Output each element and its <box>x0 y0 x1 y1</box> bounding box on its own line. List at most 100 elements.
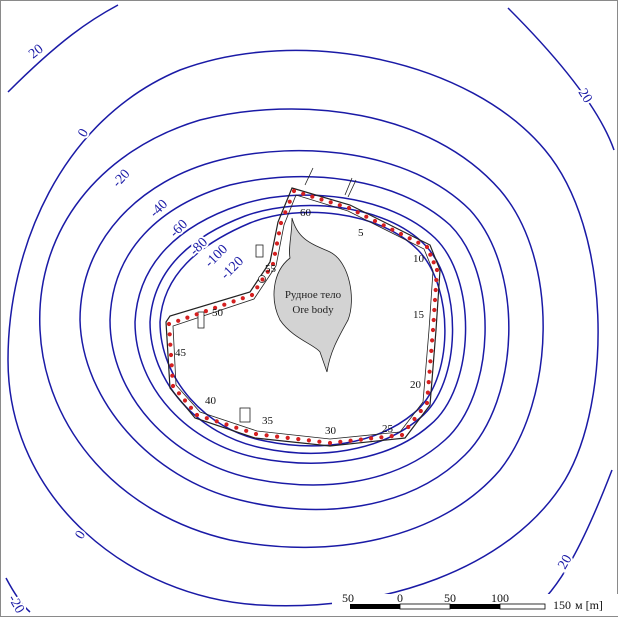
contour-line-m80 <box>134 194 467 464</box>
contour-label: 20 <box>575 86 595 106</box>
well-marker <box>327 440 333 446</box>
pit-inner-edge <box>172 194 434 440</box>
well-label: 15 <box>413 309 425 321</box>
scale-bar-segment-black <box>450 604 500 609</box>
well-marker <box>430 327 436 333</box>
scale-tick-label: 100 <box>491 591 509 605</box>
contour-label: 0 <box>73 528 89 542</box>
well-marker <box>272 251 278 256</box>
contour-line-m20 <box>39 108 544 549</box>
contour-label: -40 <box>147 197 171 221</box>
well-marker <box>169 363 174 368</box>
well-label: 45 <box>175 347 187 359</box>
well-marker <box>412 416 417 422</box>
scale-unit-label: м [m] <box>575 598 603 612</box>
well-marker <box>431 317 436 323</box>
scale-tick-label: 50 <box>444 591 456 605</box>
well-marker <box>170 373 175 378</box>
well-marker <box>432 297 438 303</box>
contour-line-outer-20-bottomright <box>529 469 613 613</box>
well-marker <box>260 277 265 282</box>
well-marker <box>275 434 280 439</box>
well-marker <box>433 287 438 293</box>
well-marker <box>430 338 435 343</box>
well-marker <box>406 424 411 430</box>
contour-line-m40 <box>79 149 510 511</box>
well-marker <box>301 191 306 196</box>
well-marker <box>185 315 190 320</box>
well-label: 5 <box>358 227 364 239</box>
well-marker <box>234 425 239 430</box>
pit-outline <box>165 167 441 447</box>
scale-bar: 50 0 50 100 150 м [m] <box>332 591 618 616</box>
contour-label: 20 <box>555 552 575 572</box>
well-marker <box>432 307 437 313</box>
well-marker <box>434 277 439 283</box>
well-label: 25 <box>382 423 394 435</box>
well-marker <box>253 431 259 437</box>
well-marker <box>291 188 297 194</box>
well-marker <box>337 203 342 208</box>
pit-notch-west <box>197 311 205 329</box>
well-marker <box>407 236 412 241</box>
well-marker <box>431 260 436 265</box>
well-marker <box>166 321 172 327</box>
well-marker <box>428 359 433 364</box>
well-label: 20 <box>410 379 422 391</box>
well-marker <box>176 391 182 396</box>
contour-line-m100 <box>149 204 454 454</box>
pit-ramp-top <box>304 167 357 198</box>
scale-tick-label: 50 <box>342 591 354 605</box>
well-marker <box>372 218 378 224</box>
scale-bar-segment-white <box>499 603 546 610</box>
well-marker <box>231 299 236 304</box>
well-marker <box>188 405 194 410</box>
well-marker <box>283 210 288 215</box>
contour-label: 0 <box>75 126 91 140</box>
well-marker <box>310 194 315 199</box>
well-marker <box>285 435 290 440</box>
well-label: 50 <box>212 307 224 319</box>
well-marker <box>428 252 433 257</box>
well-marker <box>369 436 374 441</box>
ore-body-label-ru: Рудное тело <box>285 289 342 301</box>
well-label: 55 <box>265 263 277 275</box>
well-marker <box>204 416 209 421</box>
well-marker <box>429 348 434 353</box>
well-marker <box>296 437 301 442</box>
well-marker <box>194 412 200 418</box>
well-marker <box>278 220 284 226</box>
well-marker <box>265 269 270 274</box>
contour-line-outer-20-bottomleft <box>5 577 31 613</box>
well-marker <box>338 439 343 444</box>
well-marker <box>270 261 276 267</box>
well-marker <box>398 231 404 237</box>
well-marker <box>399 432 405 438</box>
contour-labels: 20 0 -20 -40 -60 -80 -100 -120 -20 20 0 … <box>3 40 597 617</box>
well-marker <box>317 439 322 444</box>
well-marker <box>319 197 324 202</box>
well-marker <box>348 438 353 443</box>
contour-label: -20 <box>110 167 134 191</box>
well-marker <box>224 422 229 427</box>
well-marker <box>416 240 421 245</box>
well-marker <box>214 419 219 424</box>
well-label: 35 <box>262 415 274 427</box>
pit-notch-south <box>239 407 251 423</box>
ore-body <box>273 217 352 373</box>
contour-line-m120 <box>159 211 446 447</box>
well-marker <box>328 200 333 205</box>
well-marker <box>390 227 395 232</box>
well-label: 10 <box>413 253 425 265</box>
well-marker <box>379 435 384 440</box>
well-marker <box>203 309 208 314</box>
well-marker <box>274 241 280 246</box>
contour-line-m60 <box>109 175 486 486</box>
contour-line-outer-20-right <box>507 7 615 151</box>
contour-line-outer-20-topleft <box>7 4 119 93</box>
well-marker <box>424 400 430 406</box>
scale-bar-segment-black <box>350 604 400 609</box>
well-marker <box>389 434 394 439</box>
well-marker <box>426 380 431 385</box>
